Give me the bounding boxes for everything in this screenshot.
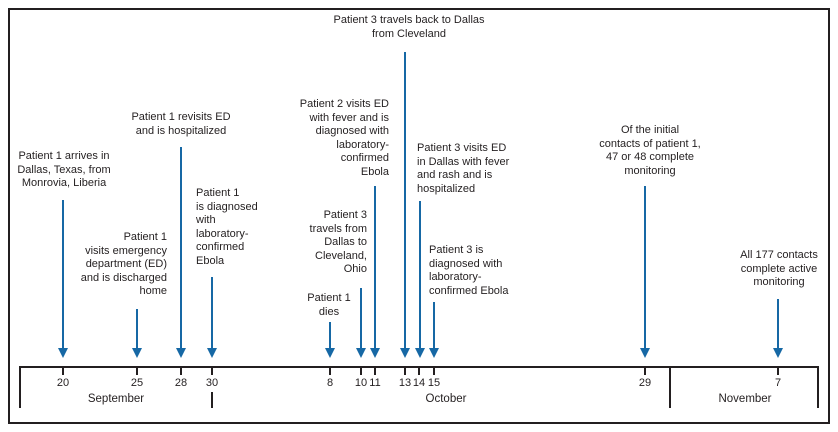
tick-sept-28 [180, 366, 182, 375]
tick-oct-29 [644, 366, 646, 375]
tick-label-oct-10: 10 [354, 377, 368, 389]
event-patient3-visits-ed: Patient 3 visits ED in Dallas with fever… [417, 142, 510, 195]
event-patient1-visits-ed: Patient 1 visits emergency department (E… [80, 231, 167, 297]
tick-label-oct-13: 13 [398, 377, 412, 389]
arrow-nov-7 [773, 299, 783, 358]
axis-left-cap [19, 366, 21, 408]
tick-label-oct-11: 11 [369, 377, 381, 389]
event-patient1-arrives: Patient 1 arrives in Dallas, Texas, from… [17, 150, 111, 189]
arrow-head-icon [429, 348, 439, 358]
arrow-shaft [777, 299, 779, 349]
arrow-shaft [404, 52, 406, 349]
arrow-shaft [644, 186, 646, 349]
tick-oct-13 [404, 366, 406, 375]
arrow-shaft [136, 309, 138, 349]
arrow-head-icon [132, 348, 142, 358]
tick-label-sept-25: 25 [130, 377, 144, 389]
arrow-oct-15 [429, 302, 439, 358]
arrow-head-icon [400, 348, 410, 358]
arrow-head-icon [325, 348, 335, 358]
event-patient2-diagnosed: Patient 2 visits ED with fever and is di… [299, 98, 389, 178]
arrow-oct-13 [400, 52, 410, 358]
arrow-shaft [329, 322, 331, 349]
event-patient3-travels-to-cleveland: Patient 3 travels from Dallas to Clevela… [309, 209, 367, 275]
arrow-oct-11 [370, 186, 380, 358]
arrow-head-icon [370, 348, 380, 358]
arrow-head-icon [773, 348, 783, 358]
figure-border [8, 8, 830, 424]
tick-nov-7 [777, 366, 779, 375]
arrow-head-icon [415, 348, 425, 358]
tick-oct-11 [374, 366, 376, 375]
tick-oct-8 [329, 366, 331, 375]
tick-label-sept-30: 30 [205, 377, 219, 389]
arrow-head-icon [356, 348, 366, 358]
arrow-head-icon [640, 348, 650, 358]
month-separator-oct-nov [669, 366, 671, 408]
month-separator-sept-oct [211, 392, 213, 408]
event-all-contacts-monitoring: All 177 contacts complete active monitor… [740, 249, 818, 288]
month-label-october: October [425, 393, 467, 405]
tick-label-oct-14: 14 [412, 377, 426, 389]
event-patient3-diagnosed: Patient 3 is diagnosed with laboratory- … [429, 244, 509, 297]
tick-label-sept-20: 20 [56, 377, 70, 389]
arrow-sept-20 [58, 200, 68, 358]
arrow-oct-10 [356, 288, 366, 358]
arrow-oct-14 [415, 201, 425, 358]
tick-label-oct-29: 29 [638, 377, 652, 389]
arrow-sept-28 [176, 147, 186, 358]
arrow-shaft [419, 201, 421, 349]
arrow-shaft [62, 200, 64, 349]
tick-label-nov-7: 7 [774, 377, 782, 389]
event-patient3-returns-to-dallas: Patient 3 travels back to Dallas from Cl… [333, 14, 485, 40]
arrow-sept-30 [207, 277, 217, 358]
arrow-head-icon [58, 348, 68, 358]
arrow-shaft [211, 277, 213, 349]
arrow-head-icon [176, 348, 186, 358]
event-initial-contacts-monitoring: Of the initial contacts of patient 1, 47… [599, 124, 701, 177]
axis-right-cap [817, 366, 819, 408]
tick-label-sept-28: 28 [174, 377, 188, 389]
month-label-september: September [87, 393, 145, 405]
arrow-sept-25 [132, 309, 142, 358]
tick-label-oct-8: 8 [326, 377, 334, 389]
arrow-oct-8 [325, 322, 335, 358]
event-patient1-revisits-ed: Patient 1 revisits ED and is hospitalize… [131, 111, 231, 137]
event-patient1-dies: Patient 1 dies [307, 292, 351, 318]
arrow-head-icon [207, 348, 217, 358]
tick-oct-15 [433, 366, 435, 375]
arrow-shaft [360, 288, 362, 349]
event-patient1-diagnosed: Patient 1 is diagnosed with laboratory- … [196, 187, 258, 267]
arrow-shaft [433, 302, 435, 349]
arrow-shaft [374, 186, 376, 349]
tick-label-oct-15: 15 [427, 377, 441, 389]
tick-oct-10 [360, 366, 362, 375]
tick-sept-20 [62, 366, 64, 375]
tick-sept-30 [211, 366, 213, 375]
tick-sept-25 [136, 366, 138, 375]
arrow-oct-29 [640, 186, 650, 358]
month-label-november: November [718, 393, 772, 405]
arrow-shaft [180, 147, 182, 349]
tick-oct-14 [418, 366, 420, 375]
